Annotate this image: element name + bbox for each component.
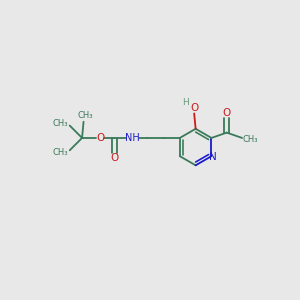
Text: CH₃: CH₃ [77, 111, 93, 120]
Text: O: O [223, 108, 231, 118]
Text: O: O [96, 133, 104, 143]
Text: CH₃: CH₃ [52, 148, 68, 157]
Text: N: N [209, 152, 217, 162]
Text: CH₃: CH₃ [243, 135, 258, 144]
Text: O: O [190, 103, 199, 113]
Text: O: O [110, 153, 118, 163]
Text: NH: NH [125, 133, 140, 143]
Text: CH₃: CH₃ [52, 119, 68, 128]
Text: H: H [182, 98, 189, 107]
